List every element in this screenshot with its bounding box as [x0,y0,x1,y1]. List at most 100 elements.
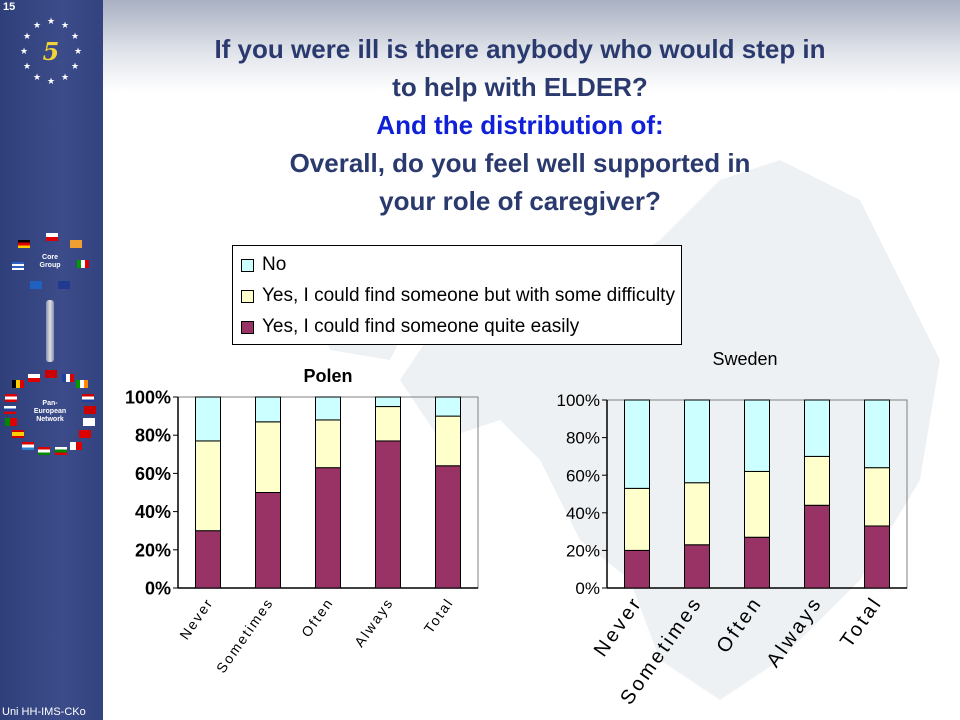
svg-text:5: 5 [43,37,60,66]
bar-difficulty-often [315,419,341,469]
flag-czech-icon [28,374,40,382]
bar-difficulty-total [864,467,890,527]
y-tick-label: 40% [566,504,600,523]
svg-text:★: ★ [33,73,41,83]
y-tick-label: 20% [135,540,171,560]
flag-belgium-icon [12,380,24,388]
flag-luxembourg-icon [22,442,34,450]
legend-label-difficulty: Yes, I could find someone but with some … [262,285,675,306]
x-tick-label-always: Always [762,592,827,671]
slide-title: If you were ill is there anybody who wou… [120,30,920,220]
title-line-4: Overall, do you feel well supported in [289,148,751,178]
x-tick-label-always: Always [351,595,396,650]
flag-austria-icon [5,394,17,402]
flag-slovenia-icon [4,406,16,414]
legend-swatch-no [241,258,254,272]
bar-easily-often [315,467,341,589]
bar-easily-sometimes [255,492,281,589]
flag-france-icon [62,374,74,382]
sidebar-divider-bar [46,300,54,362]
bar-difficulty-always [375,406,401,442]
legend-swatch-difficulty [241,289,254,303]
title-line-2: to help with ELDER? [392,72,648,102]
svg-text:★: ★ [20,47,28,57]
title-line-1: If you were ill is there anybody who wou… [214,34,826,64]
bar-no-total [864,399,890,469]
flag-malta-icon [70,442,82,450]
flag-norway-icon [84,406,96,414]
flag-poland-icon [46,233,58,241]
header-band [103,0,960,92]
bar-difficulty-sometimes [684,482,710,546]
legend-label-no: No [262,254,287,275]
flag-spain-icon [12,430,24,438]
footer-text: Uni HH-IMS-CKo [2,706,86,718]
bar-difficulty-often [744,470,770,538]
x-tick-label-often: Often [712,592,767,657]
flag-greece-icon [12,262,24,270]
y-tick-label: 80% [135,426,171,446]
bar-easily-always [375,440,401,589]
bar-difficulty-never [624,487,650,551]
svg-text:★: ★ [61,21,69,31]
flag-finland-icon [83,418,95,426]
bar-difficulty-always [804,455,830,506]
svg-text:★: ★ [23,62,31,72]
core-group-label: Core Group [39,254,61,269]
bar-no-always [804,399,830,457]
chart-legend: No Yes, I could find someone but with so… [232,245,682,345]
eu-stars-logo-icon: ★ ★★ ★★★ ★★★ ★★★ 5 [20,17,82,87]
y-tick-label: 100% [557,391,600,410]
svg-text:★: ★ [47,17,55,27]
flag-germany-icon [18,240,30,248]
slide-number: 15 [3,1,16,13]
bar-no-never [624,399,650,489]
bar-difficulty-never [195,440,221,532]
svg-text:★: ★ [61,73,69,83]
x-tick-label-sometimes: Sometimes [213,595,277,676]
legend-item-no: No [241,253,286,277]
bar-easily-total [435,465,461,589]
flag-uk-icon [58,281,70,289]
bar-no-never [195,396,221,442]
svg-text:★: ★ [71,32,79,42]
flag-network-icon [70,240,82,248]
x-tick-label-total: Total [836,592,887,652]
flag-sweden-icon [30,281,42,289]
y-tick-label: 20% [566,542,600,561]
svg-text:★: ★ [33,21,41,31]
chart-title: Sweden [712,349,777,369]
flag-portugal-icon [5,418,17,426]
title-line-5: your role of caregiver? [379,186,661,216]
bar-no-sometimes [255,396,281,423]
y-tick-label: 100% [125,387,171,407]
bar-easily-total [864,525,890,589]
flag-switzerland-icon [79,430,91,438]
bar-no-often [744,399,770,472]
svg-text:★: ★ [47,77,55,87]
bar-no-often [315,396,341,421]
bar-difficulty-sometimes [255,421,281,493]
bar-easily-often [744,536,770,589]
flag-ireland-icon [76,380,88,388]
chart-title: Polen [303,366,352,386]
y-tick-label: 60% [566,466,600,485]
flag-denmark-icon [45,370,57,378]
bar-difficulty-total [435,415,461,467]
bar-easily-always [804,504,830,589]
y-tick-label: 0% [575,579,600,598]
legend-item-difficulty: Yes, I could find someone but with some … [241,284,675,308]
y-tick-label: 80% [566,429,600,448]
title-line-3: And the distribution of: [376,110,664,140]
bar-no-sometimes [684,399,710,484]
y-tick-label: 40% [135,502,171,522]
flag-bulgaria-icon [55,447,67,455]
x-tick-label-total: Total [421,595,457,637]
svg-text:★: ★ [74,47,82,57]
x-tick-label-never: Never [590,592,647,661]
legend-swatch-easily [241,320,254,334]
legend-item-easily: Yes, I could find someone quite easily [241,315,579,339]
bar-no-total [435,396,461,417]
